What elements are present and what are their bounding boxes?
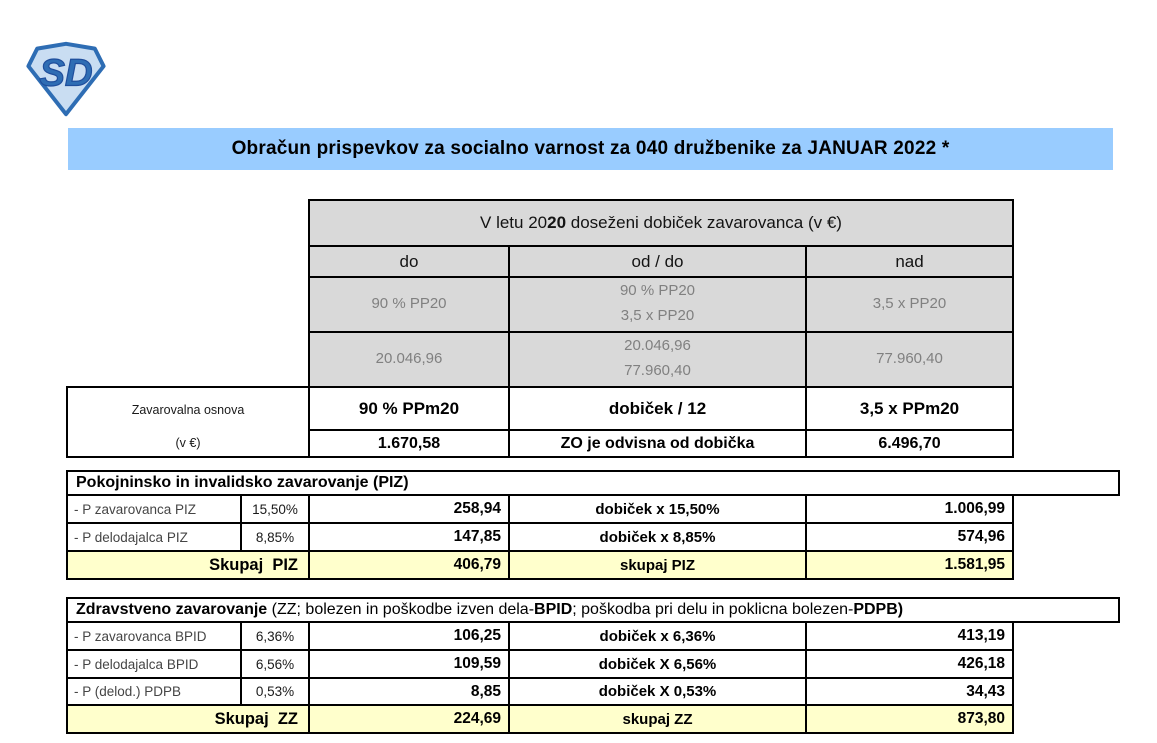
piz-row-label: - P zavarovanca PIZ [66,494,242,524]
zz-row-formula: dobiček x 6,36% [508,621,807,651]
zz-section-title-bpid: BPID [534,601,573,618]
piz-row-value: 258,94 [308,494,510,524]
zz-total-value2: 873,80 [805,704,1014,734]
zz-row-percent: 6,36% [240,621,310,651]
zz-section-title-text2: ; poškodba pri delu in poklicna bolezen- [572,601,854,618]
zz-row-percent: 0,53% [240,677,310,706]
piz-row-formula: dobiček x 8,85% [508,522,807,552]
zz-section-title-main: Zdravstveno zavarovanje [76,601,268,618]
spacer-cell [67,200,309,246]
base-value-nad: 6.496,70 [805,429,1014,458]
spacer-cell [67,246,309,277]
piz-row-percent: 8,85% [240,522,310,552]
header-suffix: doseženi dobiček zavarovanca (v €) [566,213,842,232]
zz-section-title-text1: (ZZ; bolezen in poškodbe izven dela- [267,601,535,618]
table-row: - P delodajalca PIZ 8,85% 147,85 dobiček… [66,522,1014,552]
zz-row-formula: dobiček X 6,56% [508,649,807,679]
piz-section-title: Pokojninsko in invalidsko zavarovanje (P… [76,474,409,491]
insurance-base-label: Zavarovalna osnova [131,403,245,417]
piz-row-percent: 15,50% [240,494,310,524]
piz-total-label: Skupaj PIZ [66,550,310,580]
zz-row-percent: 6,56% [240,649,310,679]
zz-table: - P zavarovanca BPID 6,36% 106,25 dobiče… [66,621,1014,734]
base-value-do: 1.670,58 [308,429,510,458]
amount-nad: 77.960,40 [876,349,943,367]
spacer-cell [67,277,309,332]
range-oddo-line2: 3,5 x PP20 [620,307,695,324]
piz-row-formula: dobiček x 15,50% [508,494,807,524]
piz-section-header: Pokojninsko in invalidsko zavarovanje (P… [66,470,1120,496]
table-row: - P zavarovanca BPID 6,36% 106,25 dobiče… [66,621,1014,651]
zz-total-formula: skupaj ZZ [508,704,807,734]
column-header-nad: nad [805,245,1014,278]
range-oddo-cell: 90 % PP20 3,5 x PP20 [508,276,807,333]
range-nad-cell: 3,5 x PP20 [805,276,1014,333]
profit-table: V letu 2020 doseženi dobiček zavarovanca… [66,199,1014,458]
piz-total-row: Skupaj PIZ 406,79 skupaj PIZ 1.581,95 [66,550,1014,580]
zz-total-label: Skupaj ZZ [66,704,310,734]
zz-row-value2: 426,18 [805,649,1014,679]
range-nad: 3,5 x PP20 [872,294,947,312]
spacer-cell [67,332,309,387]
base-formula-oddo: dobiček / 12 [508,386,807,431]
zz-row-value2: 413,19 [805,621,1014,651]
zz-row-value: 109,59 [308,649,510,679]
zz-total-value: 224,69 [308,704,510,734]
amount-do: 20.046,96 [375,349,443,367]
piz-table: - P zavarovanca PIZ 15,50% 258,94 dobiče… [66,494,1014,580]
range-oddo-line1: 90 % PP20 [619,282,696,299]
logo-letters: SD [39,51,92,94]
amount-oddo-line1: 20.046,96 [624,337,691,354]
base-formula-do: 90 % PPm20 [308,386,510,431]
range-do-cell: 90 % PP20 [308,276,510,333]
range-do: 90 % PP20 [371,294,447,312]
zz-total-row: Skupaj ZZ 224,69 skupaj ZZ 873,80 [66,704,1014,734]
piz-total-value2: 1.581,95 [805,550,1014,580]
sd-shield-icon: SD [26,41,106,117]
zz-row-formula: dobiček X 0,53% [508,677,807,706]
insurance-base-label-cell: Zavarovalna osnova (v €) [66,386,310,458]
zz-row-value2: 34,43 [805,677,1014,706]
profit-table-header: V letu 2020 doseženi dobiček zavarovanca… [308,199,1014,247]
piz-total-value: 406,79 [308,550,510,580]
amount-do-cell: 20.046,96 [308,331,510,388]
page-title: Obračun prispevkov za socialno varnost z… [231,138,950,159]
piz-total-formula: skupaj PIZ [508,550,807,580]
amount-oddo-cell: 20.046,96 77.960,40 [508,331,807,388]
zz-row-value: 106,25 [308,621,510,651]
base-value-oddo: ZO je odvisna od dobička [508,429,807,458]
document-title-bar: Obračun prispevkov za socialno varnost z… [68,128,1113,170]
table-row: - P zavarovanca PIZ 15,50% 258,94 dobiče… [66,494,1014,524]
column-header-oddo: od / do [508,245,807,278]
zz-row-value: 8,85 [308,677,510,706]
table-row: - P delodajalca BPID 6,56% 109,59 dobiče… [66,649,1014,679]
sd-logo: SD [26,40,106,118]
column-header-do: do [308,245,510,278]
zz-section-title-pdpb: PDPB) [853,601,904,618]
zz-row-label: - P zavarovanca BPID [66,621,242,651]
piz-row-value2: 1.006,99 [805,494,1014,524]
piz-row-value: 147,85 [308,522,510,552]
zz-row-label: - P (delod.) PDPB [66,677,242,706]
zz-section-header: Zdravstveno zavarovanje (ZZ; bolezen in … [66,597,1120,623]
piz-row-label: - P delodajalca PIZ [66,522,242,552]
table-row: - P (delod.) PDPB 0,53% 8,85 dobiček X 0… [66,677,1014,706]
header-prefix: V letu 20 [480,213,548,232]
piz-row-value2: 574,96 [805,522,1014,552]
insurance-base-unit: (v €) [175,436,201,450]
amount-oddo-line2: 77.960,40 [624,362,691,379]
header-bold-year: 20 [547,213,567,232]
zz-row-label: - P delodajalca BPID [66,649,242,679]
amount-nad-cell: 77.960,40 [805,331,1014,388]
base-formula-nad: 3,5 x PPm20 [805,386,1014,431]
